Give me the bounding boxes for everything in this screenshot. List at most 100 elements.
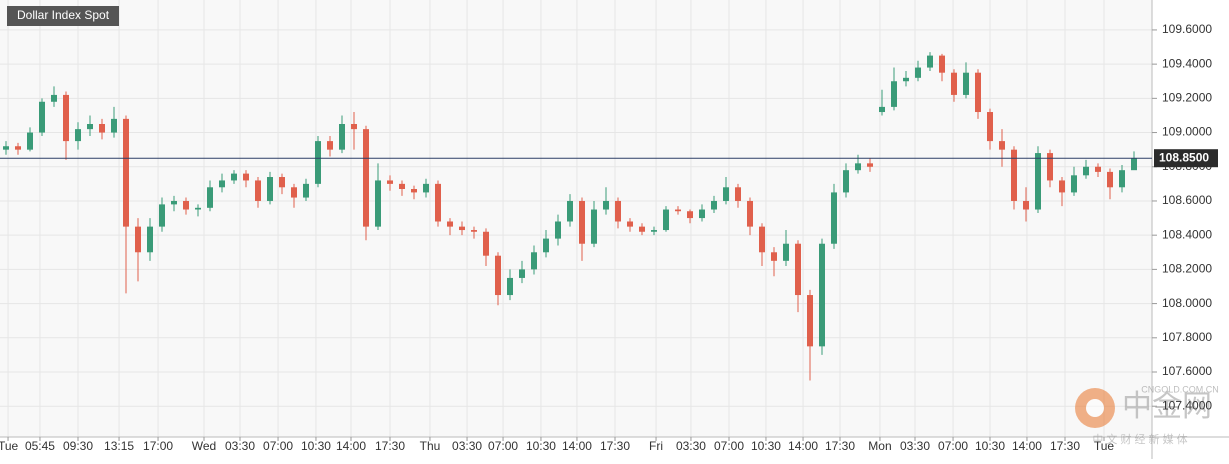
candle-body xyxy=(1083,166,1089,176)
x-tick-label: 10:30 xyxy=(751,439,781,453)
candle-body xyxy=(819,243,825,347)
x-tick-label: 07:00 xyxy=(938,439,968,453)
candle-body xyxy=(795,243,801,296)
candle-body xyxy=(495,255,501,296)
candle-body xyxy=(507,277,513,296)
x-tick-label: Tue xyxy=(0,439,18,453)
y-tick-label: 108.6000 xyxy=(1162,193,1212,207)
candle-body xyxy=(1071,175,1077,193)
candle-body xyxy=(567,200,573,222)
candle-body xyxy=(231,173,237,181)
candle-body xyxy=(951,72,957,95)
candle-body xyxy=(435,183,441,222)
candle-body xyxy=(675,209,681,212)
candle-body xyxy=(123,118,129,227)
candle-body xyxy=(303,183,309,198)
candle-body xyxy=(747,200,753,227)
candle-body xyxy=(1035,153,1041,210)
candle-body xyxy=(63,94,69,142)
candle-body xyxy=(147,226,153,253)
candle-body xyxy=(1119,170,1125,188)
watermark: 中金网 CNGOLD.COM.CN 中 文 财 经 新 媒 体 xyxy=(1075,384,1219,446)
y-tick-label: 107.8000 xyxy=(1162,330,1212,344)
x-tick-label: 17:30 xyxy=(1050,439,1080,453)
candle-body xyxy=(639,226,645,232)
last-price-label: 108.8500 xyxy=(1159,150,1209,164)
x-tick-label: 17:30 xyxy=(375,439,405,453)
candle-body xyxy=(939,55,945,73)
candle-body xyxy=(927,55,933,68)
candle-body xyxy=(111,118,117,133)
candle-body xyxy=(471,230,477,232)
candle-body xyxy=(651,230,657,232)
candle-body xyxy=(723,187,729,201)
candle-body xyxy=(843,170,849,193)
x-tick-label: Tue xyxy=(1094,439,1115,453)
candle-body xyxy=(711,200,717,210)
candle-body xyxy=(327,141,333,150)
candle-body xyxy=(687,211,693,219)
candle-body xyxy=(879,106,885,113)
candle-body xyxy=(1011,149,1017,201)
x-tick-label: 09:30 xyxy=(63,439,93,453)
candle-body xyxy=(447,221,453,227)
x-tick-label: 03:30 xyxy=(676,439,706,453)
x-tick-label: 14:00 xyxy=(788,439,818,453)
x-tick-label: 03:30 xyxy=(225,439,255,453)
candle-body xyxy=(987,112,993,142)
candle-body xyxy=(99,124,105,133)
watermark-logo-inner xyxy=(1086,399,1104,417)
candle-body xyxy=(1023,200,1029,210)
x-tick-label: 05:45 xyxy=(25,439,55,453)
candle-body xyxy=(1059,180,1065,193)
x-tick-label: 17:30 xyxy=(600,439,630,453)
candle-body xyxy=(399,183,405,189)
x-tick-label: 10:30 xyxy=(526,439,556,453)
candle-body xyxy=(183,200,189,210)
candle-body xyxy=(171,200,177,205)
candle-body xyxy=(807,295,813,347)
watermark-brand: 中金网 xyxy=(1122,389,1212,424)
x-tick-label: 17:00 xyxy=(143,439,173,453)
candle-body xyxy=(135,226,141,253)
candle-body xyxy=(855,163,861,171)
candle-body xyxy=(915,67,921,78)
candle-body xyxy=(243,173,249,181)
y-tick-label: 108.4000 xyxy=(1162,227,1212,241)
candle-body xyxy=(975,72,981,113)
candle-body xyxy=(423,183,429,193)
title-box xyxy=(7,6,119,26)
x-tick-label: 13:15 xyxy=(104,439,134,453)
x-tick-label: Mon xyxy=(868,439,891,453)
y-tick-label: 109.0000 xyxy=(1162,125,1212,139)
candle-body xyxy=(735,187,741,201)
y-tick-label: 109.6000 xyxy=(1162,22,1212,36)
y-tick-label: 109.4000 xyxy=(1162,56,1212,70)
candle-body xyxy=(195,207,201,210)
candle-body xyxy=(267,177,273,201)
candle-body xyxy=(279,177,285,188)
candle-body xyxy=(87,124,93,130)
candle-body xyxy=(15,146,21,150)
candle-body xyxy=(207,187,213,208)
y-tick-label: 107.4000 xyxy=(1162,398,1212,412)
candle-body xyxy=(615,200,621,222)
x-tick-label: 14:00 xyxy=(1012,439,1042,453)
candle-body xyxy=(999,141,1005,150)
candle-body xyxy=(867,163,873,167)
x-tick-label: 14:00 xyxy=(562,439,592,453)
x-tick-label: 07:00 xyxy=(714,439,744,453)
candle-body xyxy=(39,101,45,133)
candle-body xyxy=(255,180,261,201)
candle-body xyxy=(663,209,669,231)
x-tick-label: Wed xyxy=(192,439,216,453)
candle-body xyxy=(891,81,897,107)
x-tick-label: Thu xyxy=(420,439,441,453)
x-tick-label: 03:30 xyxy=(452,439,482,453)
y-tick-label: 107.6000 xyxy=(1162,364,1212,378)
candle-body xyxy=(459,226,465,231)
candle-body xyxy=(603,200,609,210)
candle-body xyxy=(543,238,549,253)
candle-body xyxy=(627,221,633,227)
